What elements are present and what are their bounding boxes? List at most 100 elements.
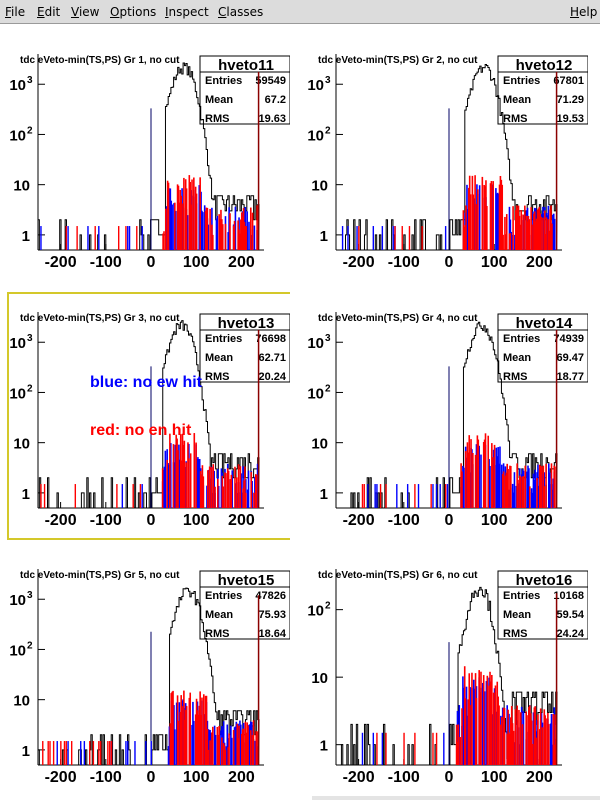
menu-file[interactable]: File — [5, 5, 26, 19]
bin-bar-red — [456, 741, 459, 765]
bin-bar-blue — [230, 725, 232, 765]
bin-bar-red — [254, 474, 257, 508]
bin-bar-red — [196, 710, 199, 765]
bin-bar-blue — [198, 458, 200, 508]
bin-bar-blue — [213, 470, 215, 508]
bin-bar-red — [519, 224, 522, 250]
bin-bar-red — [547, 724, 550, 765]
bin-bar-red — [529, 705, 531, 765]
menu-edit[interactable]: Edit — [37, 5, 61, 19]
bin-bar-blue — [473, 198, 476, 250]
bin-bar-blue — [87, 226, 89, 250]
bin-bar-red — [212, 464, 215, 508]
menu-classes[interactable]: Classes — [218, 5, 264, 19]
bin-bar-red — [490, 682, 492, 765]
bin-bar-blue — [234, 726, 237, 765]
bin-bar-blue — [476, 184, 478, 250]
bin-bar-blue — [531, 492, 534, 508]
bin-bar-blue — [443, 732, 445, 765]
bin-bar-red — [533, 211, 536, 250]
bin-bar-red — [233, 220, 236, 250]
bin-bar-red — [509, 465, 511, 508]
x-tick-label: 100 — [183, 769, 210, 786]
bin-bar-red — [205, 695, 208, 765]
bin-bar-red — [519, 475, 521, 508]
bin-bar-blue — [236, 492, 239, 508]
bin-bar-red — [108, 741, 111, 765]
x-tick-label: -100 — [90, 512, 122, 529]
bin-bar-red — [484, 186, 486, 250]
bin-bar-red — [468, 673, 471, 765]
menu-view[interactable]: View — [71, 5, 100, 19]
bin-bar-red — [535, 737, 537, 765]
bin-bar-blue — [356, 226, 358, 250]
bin-bar-red — [492, 181, 494, 250]
bin-bar-red — [531, 743, 534, 765]
bin-bar-red — [478, 670, 480, 765]
bin-bar-blue — [513, 742, 516, 765]
bin-bar-blue — [249, 724, 251, 765]
x-tick-label: 200 — [526, 512, 553, 529]
bin-bar-blue — [469, 472, 471, 508]
bin-bar-blue — [56, 741, 58, 765]
histogram-plot[interactable]: tdc eVeto-min(TS,PS) Gr 6, no cut hveto16… — [298, 549, 588, 799]
bin-bar-blue — [523, 215, 525, 250]
histogram-plot[interactable]: tdc eVeto-min(TS,PS) Gr 1, no cut hveto11… — [0, 34, 290, 284]
bin-bar-red — [499, 175, 502, 250]
bin-bar-blue — [512, 492, 515, 508]
bin-bar-red — [201, 465, 204, 508]
bin-bar-red — [136, 226, 138, 250]
histogram-plot[interactable]: tdc eVeto-min(TS,PS) Gr 3, no cut hveto13… — [0, 292, 290, 542]
bin-bar-red — [188, 697, 191, 765]
bin-bar-red — [498, 705, 500, 765]
bin-bar-red — [530, 720, 533, 765]
bin-bar-blue — [493, 688, 496, 765]
bin-bar-red — [40, 484, 42, 508]
bin-bar-red — [401, 226, 403, 250]
bin-bar-red — [519, 712, 522, 765]
bin-bar-red — [178, 202, 181, 250]
bin-bar-blue — [498, 463, 500, 508]
bin-bar-blue — [248, 221, 250, 250]
bin-bar-red — [476, 435, 479, 508]
pad-title: tdc eVeto-min(TS,PS) Gr 5, no cut — [20, 570, 180, 581]
histogram-pad-hveto11[interactable]: tdc eVeto-min(TS,PS) Gr 1, no cut hveto11… — [0, 34, 290, 284]
bin-bar-blue — [254, 740, 257, 765]
bin-bar-blue — [192, 701, 194, 765]
histogram-plot[interactable]: tdc eVeto-min(TS,PS) Gr 4, no cut hveto14… — [298, 292, 588, 542]
x-tick-label: 0 — [147, 254, 156, 271]
bin-bar-blue — [547, 463, 550, 508]
menu-help[interactable]: Help — [570, 5, 598, 19]
histogram-pad-hveto13[interactable]: tdc eVeto-min(TS,PS) Gr 3, no cut hveto13… — [0, 292, 290, 542]
menu-inspect[interactable]: Inspect — [165, 5, 209, 19]
bin-bar-blue — [446, 484, 449, 508]
bin-bar-blue — [508, 489, 510, 508]
bin-bar-red — [180, 695, 182, 765]
bin-bar-blue — [168, 726, 171, 765]
x-tick-label: -200 — [45, 769, 77, 786]
histogram-pad-hveto16[interactable]: tdc eVeto-min(TS,PS) Gr 6, no cut hveto16… — [298, 549, 588, 799]
bin-bar-red — [171, 691, 173, 765]
bin-bar-red — [540, 216, 542, 250]
histogram-plot[interactable]: tdc eVeto-min(TS,PS) Gr 5, no cut hveto15… — [0, 549, 290, 799]
bin-bar-blue — [439, 484, 441, 508]
series-red-histogram — [42, 690, 258, 765]
histogram-pad-hveto15[interactable]: tdc eVeto-min(TS,PS) Gr 5, no cut hveto15… — [0, 549, 290, 799]
menu-options[interactable]: Options — [110, 5, 157, 19]
bin-bar-red — [482, 675, 485, 765]
bin-bar-red — [490, 181, 493, 250]
bin-bar-red — [244, 721, 247, 765]
histogram-pad-hveto14[interactable]: tdc eVeto-min(TS,PS) Gr 4, no cut hveto14… — [298, 292, 588, 542]
bin-bar-red — [526, 221, 529, 250]
histogram-pad-hveto12[interactable]: tdc eVeto-min(TS,PS) Gr 2, no cut hveto12… — [298, 34, 588, 284]
bin-bar-red — [507, 469, 509, 508]
root-canvas[interactable]: tdc eVeto-min(TS,PS) Gr 1, no cut hveto11… — [0, 24, 600, 800]
pad-title: tdc eVeto-min(TS,PS) Gr 3, no cut — [20, 313, 180, 324]
bin-bar-blue — [367, 484, 369, 508]
bin-bar-red — [488, 685, 490, 765]
bin-bar-red — [548, 230, 551, 250]
histogram-plot[interactable]: tdc eVeto-min(TS,PS) Gr 2, no cut hveto12… — [298, 34, 588, 284]
bin-bar-red — [221, 475, 224, 508]
bin-bar-red — [222, 486, 225, 508]
bin-bar-blue — [40, 226, 42, 250]
